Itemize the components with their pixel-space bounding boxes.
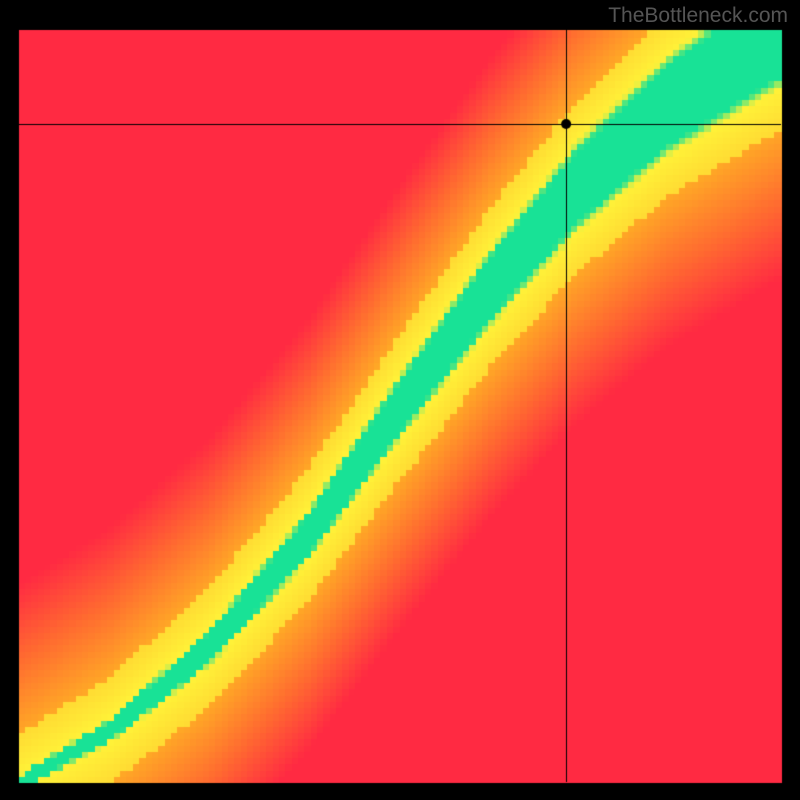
attribution-label: TheBottleneck.com bbox=[608, 4, 788, 28]
bottleneck-heatmap bbox=[0, 0, 800, 800]
chart-container: TheBottleneck.com bbox=[0, 0, 800, 800]
